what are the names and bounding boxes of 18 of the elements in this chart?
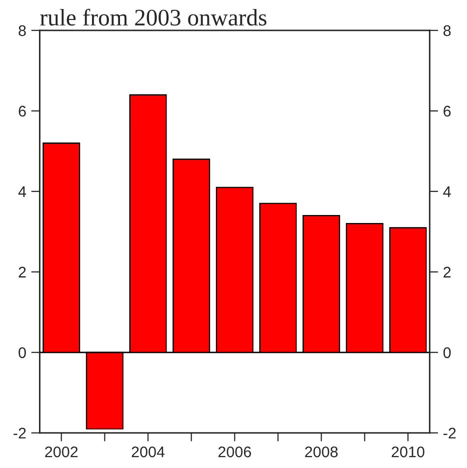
x-tick-label: 2010 [392,446,424,458]
y2-tick-label: 8 [444,25,451,36]
y-tick-label: 6 [18,106,26,117]
x-tick-label: 2008 [305,446,338,458]
x-tick-label: 2006 [218,446,251,458]
y2-tick-label: 0 [443,347,451,358]
y2-tick-label: 2 [444,266,451,278]
y-tick-label: -2 [14,428,26,438]
y-tick-label: 0 [18,347,26,358]
y2-tick-label: 6 [444,106,451,117]
y2-tick-label: 4 [443,186,451,197]
x-tick-label: 2002 [45,446,78,458]
chart-title: rule from 2003 onwards [40,8,266,26]
x-tick-label: 2004 [132,446,165,458]
y-tick-label: 8 [18,25,26,36]
y2-tick-label: -2 [444,428,456,438]
y-tick-label: 2 [18,266,26,278]
y-tick-label: 4 [18,186,26,197]
